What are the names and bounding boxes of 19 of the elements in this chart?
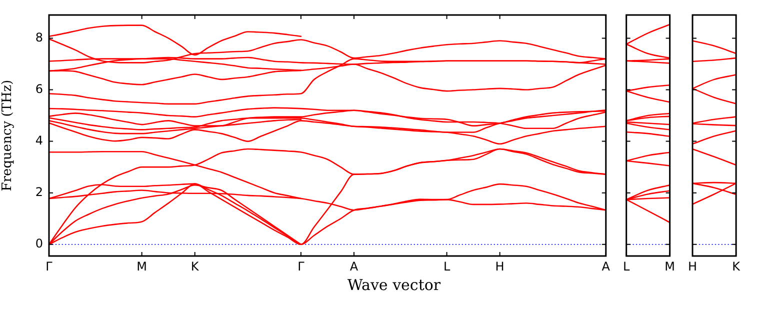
x-tick-label: Γ xyxy=(298,259,305,274)
y-axis-title: Frequency (THz) xyxy=(0,80,16,192)
y-tick-label: 6 xyxy=(35,82,43,96)
x-axis-title: Wave vector xyxy=(346,276,442,294)
x-tick-label: Γ xyxy=(46,259,53,274)
x-tick-label: H xyxy=(688,259,698,274)
y-tick-label: 0 xyxy=(35,236,43,251)
x-tick-label: A xyxy=(350,259,359,274)
y-tick-label: 2 xyxy=(35,184,43,199)
x-tick-label: K xyxy=(190,259,200,274)
x-tick-label: M xyxy=(136,259,147,274)
x-tick-label: M xyxy=(664,259,676,274)
y-tick-label: 4 xyxy=(35,133,43,148)
x-tick-label: H xyxy=(495,259,504,274)
x-tick-label: A xyxy=(602,259,611,274)
x-tick-label: L xyxy=(443,259,450,274)
x-tick-label: K xyxy=(732,259,742,274)
x-tick-label: L xyxy=(623,259,630,274)
y-tick-label: 8 xyxy=(35,30,43,44)
